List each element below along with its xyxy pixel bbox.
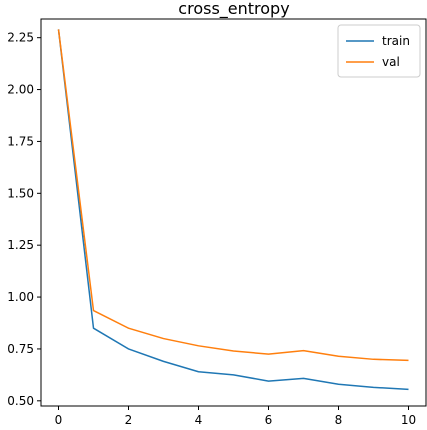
y-tick-label: 1.00 [7, 290, 34, 304]
series-line-val [57, 29, 409, 362]
y-tick-label: 0.50 [7, 394, 34, 408]
y-axis: 0.50 0.75 1.00 1.25 1.50 1.75 2.00 2.25 [7, 31, 41, 408]
y-tick-label: 1.75 [7, 134, 34, 148]
y-tick-label: 1.50 [7, 186, 34, 200]
y-tick-label: 2.00 [7, 83, 34, 97]
series-line-train [57, 29, 409, 391]
x-tick-label: 2 [125, 413, 133, 427]
x-axis: 0 2 4 6 8 10 [55, 406, 416, 427]
x-tick-label: 6 [265, 413, 273, 427]
series-layer [57, 29, 409, 391]
chart-title: cross_entropy [178, 0, 289, 19]
legend-label-val: val [382, 55, 400, 69]
x-tick-label: 8 [335, 413, 343, 427]
legend-box [337, 24, 421, 78]
y-tick-label: 2.25 [7, 31, 34, 45]
legend: train val [337, 24, 421, 78]
x-tick-label: 4 [195, 413, 203, 427]
y-tick-label: 1.25 [7, 238, 34, 252]
x-tick-label: 0 [55, 413, 63, 427]
plot-frame [40, 18, 427, 407]
x-tick-label: 10 [401, 413, 416, 427]
legend-label-train: train [382, 34, 410, 48]
y-tick-label: 0.75 [7, 342, 34, 356]
